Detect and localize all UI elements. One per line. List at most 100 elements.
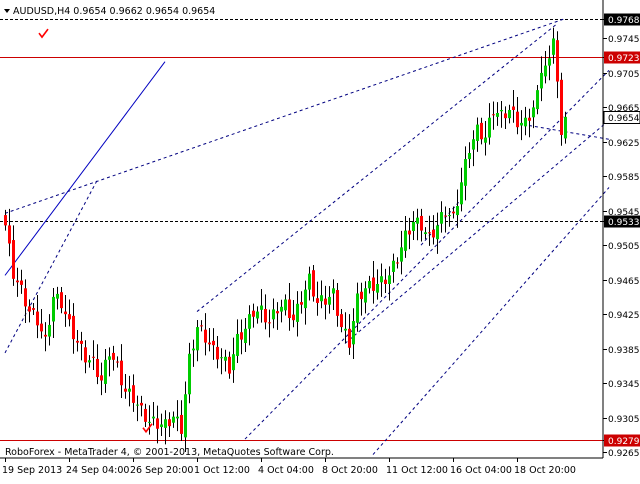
candle[interactable] [60,287,63,314]
candle[interactable] [224,349,227,372]
candle[interactable] [8,208,11,257]
candle[interactable] [504,106,507,130]
candle[interactable] [208,327,211,352]
chart-menu-triangle-icon[interactable] [4,9,10,13]
candle[interactable] [184,381,187,452]
candle[interactable] [44,322,47,352]
candle[interactable] [112,345,115,371]
candle[interactable] [4,209,7,231]
candle[interactable] [364,281,367,314]
candle[interactable] [552,27,555,64]
candle[interactable] [356,282,359,332]
candle[interactable] [52,287,55,339]
candle[interactable] [308,266,311,301]
candle[interactable] [268,309,271,338]
candle[interactable] [344,312,347,344]
candle[interactable] [292,299,295,328]
candle[interactable] [232,337,235,383]
candle[interactable] [128,375,131,407]
candle[interactable] [532,100,535,129]
candle[interactable] [200,320,203,332]
candle[interactable] [160,413,163,436]
candle[interactable] [508,104,511,124]
candle[interactable] [408,217,411,250]
candle[interactable] [24,279,27,323]
candle[interactable] [420,208,423,242]
candle[interactable] [280,299,283,323]
candle[interactable] [148,405,151,435]
candle[interactable] [260,288,263,323]
candle[interactable] [212,328,215,360]
candle[interactable] [304,280,307,325]
trend-line-6[interactable] [344,119,610,344]
candle[interactable] [28,299,31,323]
candle[interactable] [444,206,447,233]
trend-line-4[interactable] [196,23,558,312]
candle[interactable] [248,305,251,346]
candle[interactable] [244,317,247,352]
candle[interactable] [36,295,39,339]
candle[interactable] [84,340,87,374]
candle[interactable] [80,331,83,361]
candle[interactable] [336,282,339,327]
check-mark-icon[interactable] [142,423,153,434]
candle[interactable] [452,206,455,219]
candle[interactable] [464,146,467,201]
candle[interactable] [528,108,531,138]
candle[interactable] [536,84,539,115]
candle[interactable] [404,215,407,258]
candle[interactable] [432,215,435,245]
candle[interactable] [88,355,91,368]
candle[interactable] [556,31,559,99]
candle[interactable] [288,282,291,331]
candle[interactable] [456,189,459,228]
candle[interactable] [564,111,567,144]
candle[interactable] [108,347,111,377]
check-mark-icon[interactable] [38,28,49,39]
trend-line-2[interactable] [4,18,566,214]
candle[interactable] [476,117,479,152]
candle[interactable] [192,339,195,367]
candle[interactable] [164,410,167,445]
candle[interactable] [372,260,375,304]
candle[interactable] [236,319,239,364]
candle[interactable] [544,50,547,84]
candle[interactable] [48,314,51,346]
candle[interactable] [168,412,171,438]
candle[interactable] [92,340,95,370]
candle[interactable] [140,395,143,417]
candle[interactable] [488,103,491,145]
candle[interactable] [424,227,427,240]
candle[interactable] [368,275,371,294]
candle[interactable] [440,201,443,233]
candle[interactable] [296,291,299,337]
candle[interactable] [360,282,363,316]
candle[interactable] [468,142,471,169]
candle[interactable] [76,330,79,352]
candle[interactable] [120,344,123,398]
candle[interactable] [332,279,335,311]
candle[interactable] [380,263,383,297]
candle[interactable] [324,285,327,320]
candle[interactable] [180,400,183,441]
candle[interactable] [12,225,15,286]
trend-line-8[interactable] [528,124,610,140]
candle[interactable] [132,374,135,412]
candle[interactable] [276,302,279,330]
candle[interactable] [256,306,259,324]
candle[interactable] [484,120,487,156]
candle[interactable] [176,400,179,432]
candle[interactable] [316,281,319,316]
candle[interactable] [300,291,303,314]
candle[interactable] [496,102,499,126]
candle[interactable] [116,356,119,368]
candle[interactable] [520,110,523,141]
candle[interactable] [228,351,231,379]
candle[interactable] [328,286,331,314]
candle[interactable] [352,308,355,359]
candle[interactable] [144,403,147,428]
candle[interactable] [264,294,267,330]
trend-line-3[interactable] [4,180,98,354]
trend-line-5[interactable] [244,69,610,440]
